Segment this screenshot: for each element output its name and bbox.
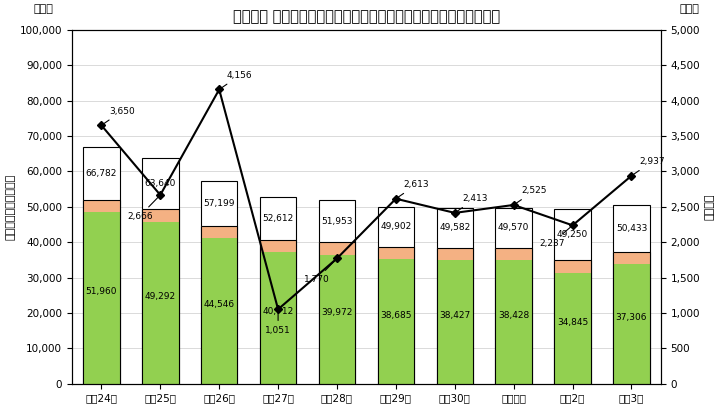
Bar [142,222,179,384]
Text: 4,156: 4,156 [222,71,253,88]
Text: 2,613: 2,613 [398,180,429,197]
Bar [377,259,414,384]
Title: ［参考］ 受験申込者数・受験者数・合格者数の推移（過去１０年）: ［参考］ 受験申込者数・受験者数・合格者数の推移（過去１０年） [233,9,500,25]
Bar [83,212,120,384]
Text: 2,666: 2,666 [127,197,158,221]
Bar [495,260,532,384]
Text: 49,582: 49,582 [439,223,470,232]
Text: 2,525: 2,525 [516,186,547,203]
Bar [260,198,297,384]
Bar [201,181,238,384]
Text: 38,428: 38,428 [498,311,529,320]
Text: 50,433: 50,433 [616,224,647,233]
Text: 51,960: 51,960 [86,287,117,296]
Bar [554,209,591,384]
Bar [319,200,355,384]
Text: 37,306: 37,306 [616,313,647,322]
Bar [554,261,591,384]
Text: 2,413: 2,413 [457,194,488,211]
Bar [495,248,532,384]
Bar [377,207,414,384]
Text: 39,972: 39,972 [321,308,353,317]
Bar [260,252,297,384]
Bar [142,209,179,222]
Text: （人）: （人） [680,4,699,14]
Bar [436,260,473,384]
Bar [260,240,297,252]
Text: 2,237: 2,237 [539,227,570,247]
Text: 38,427: 38,427 [439,311,470,320]
Bar [83,200,120,384]
Bar [436,208,473,384]
Bar [554,273,591,384]
Text: 1,770: 1,770 [304,261,335,284]
Bar [319,242,355,255]
Text: 38,685: 38,685 [380,311,412,320]
Bar [377,247,414,259]
Y-axis label: 合格者数: 合格者数 [704,193,714,220]
Bar [201,238,238,384]
Text: 34,845: 34,845 [557,317,588,326]
Text: 57,199: 57,199 [204,199,235,208]
Bar [495,208,532,384]
Bar [613,205,649,384]
Bar [201,226,238,238]
Text: 40,712: 40,712 [263,307,294,316]
Text: 44,546: 44,546 [204,300,235,309]
Bar [201,226,238,384]
Bar [142,158,179,384]
Text: 49,570: 49,570 [498,223,529,232]
Bar [142,209,179,384]
Bar [319,255,355,384]
Text: 49,250: 49,250 [557,230,588,239]
Bar [554,261,591,273]
Bar [83,147,120,384]
Text: 66,782: 66,782 [86,169,117,178]
Text: 49,902: 49,902 [380,222,412,231]
Y-axis label: 受験申込者・受験者数: 受験申込者・受験者数 [6,173,16,240]
Text: 2,937: 2,937 [634,157,665,174]
Text: 1,051: 1,051 [265,312,291,335]
Bar [613,252,649,264]
Bar [319,242,355,384]
Bar [613,264,649,384]
Text: 63,640: 63,640 [145,179,176,188]
Bar [495,248,532,260]
Bar [377,247,414,384]
Text: 51,953: 51,953 [321,216,353,225]
Text: 3,650: 3,650 [104,107,135,124]
Text: （人）: （人） [34,4,53,14]
Bar [436,248,473,384]
Bar [613,252,649,384]
Text: 49,292: 49,292 [145,292,176,301]
Bar [436,248,473,260]
Bar [260,240,297,384]
Text: 52,612: 52,612 [263,214,294,223]
Bar [83,200,120,212]
